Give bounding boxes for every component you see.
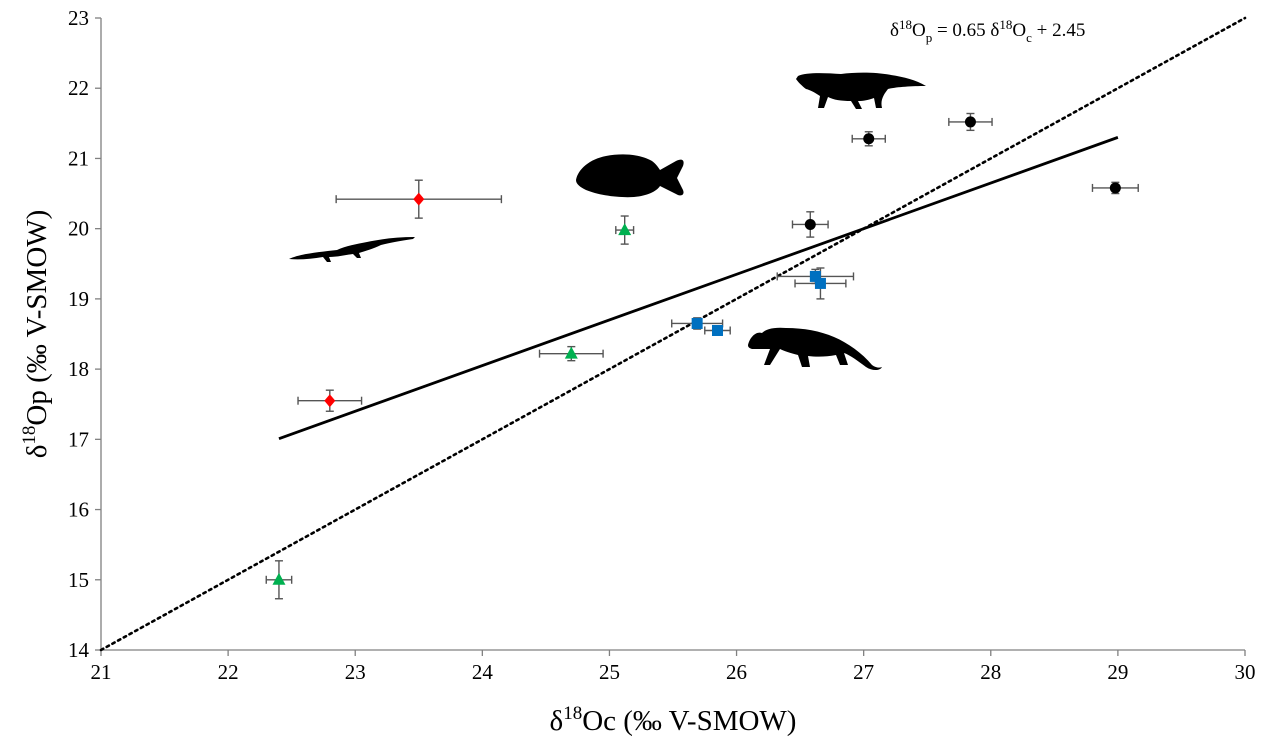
mammal-silhouette-icon [748,327,882,370]
error-bar-group [265,112,1139,600]
circle-data-point [964,116,976,128]
x-tick-label: 30 [1235,660,1256,684]
x-tick-group: 21 22 23 24 25 26 27 28 29 30 [91,650,1256,684]
y-tick-label: 23 [68,6,89,30]
y-tick-label: 19 [68,287,89,311]
y-tick-label: 15 [68,568,89,592]
square-data-point [809,270,821,282]
x-tick-label: 26 [726,660,747,684]
x-tick-label: 29 [1107,660,1128,684]
triangle-data-point [564,346,578,359]
circle-data-point [1109,182,1121,194]
x-tick-label: 22 [218,660,239,684]
x-tick-label: 23 [345,660,366,684]
plot-area: 21 22 23 24 25 26 27 28 29 30 1415161718192021222… [68,6,1256,684]
y-tick-group: 14 15 16 17 18 19 20 21 22 23 [68,6,101,662]
marker-group [272,116,1121,585]
y-tick-label: 16 [68,498,89,522]
square-data-point [711,324,723,336]
reference-line-1to1 [99,16,1247,652]
triangle-data-point [272,572,286,585]
fish-silhouette-icon [576,154,684,198]
y-tick-label: 14 [68,638,90,662]
x-tick-label: 24 [472,660,494,684]
x-axis-label: δ18Oc (‰ V-SMOW) [550,703,797,737]
square-data-point [691,317,703,329]
diamond-data-point [324,394,336,408]
triangle-data-point [618,223,632,236]
x-tick-label: 28 [980,660,1001,684]
y-tick-label: 17 [68,427,89,451]
x-tick-label: 25 [599,660,620,684]
x-tick-label: 27 [853,660,874,684]
crocodile-silhouette-icon [796,72,926,109]
square-data-point [814,277,826,289]
x-tick-label: 21 [91,660,112,684]
y-tick-label: 21 [68,146,89,170]
y-tick-label: 22 [68,76,89,100]
circle-data-point [804,218,816,230]
y-tick-label: 20 [68,217,89,241]
regression-line [278,136,1119,440]
y-tick-label: 18 [68,357,89,381]
regression-equation: δ18Op = 0.65 δ18Oc + 2.45 [890,17,1085,45]
y-axis-label: δ18Op (‰ V-SMOW) [19,210,53,459]
circle-data-point [863,133,875,145]
diamond-data-point [413,192,425,206]
choristodere-silhouette-icon [289,237,415,262]
